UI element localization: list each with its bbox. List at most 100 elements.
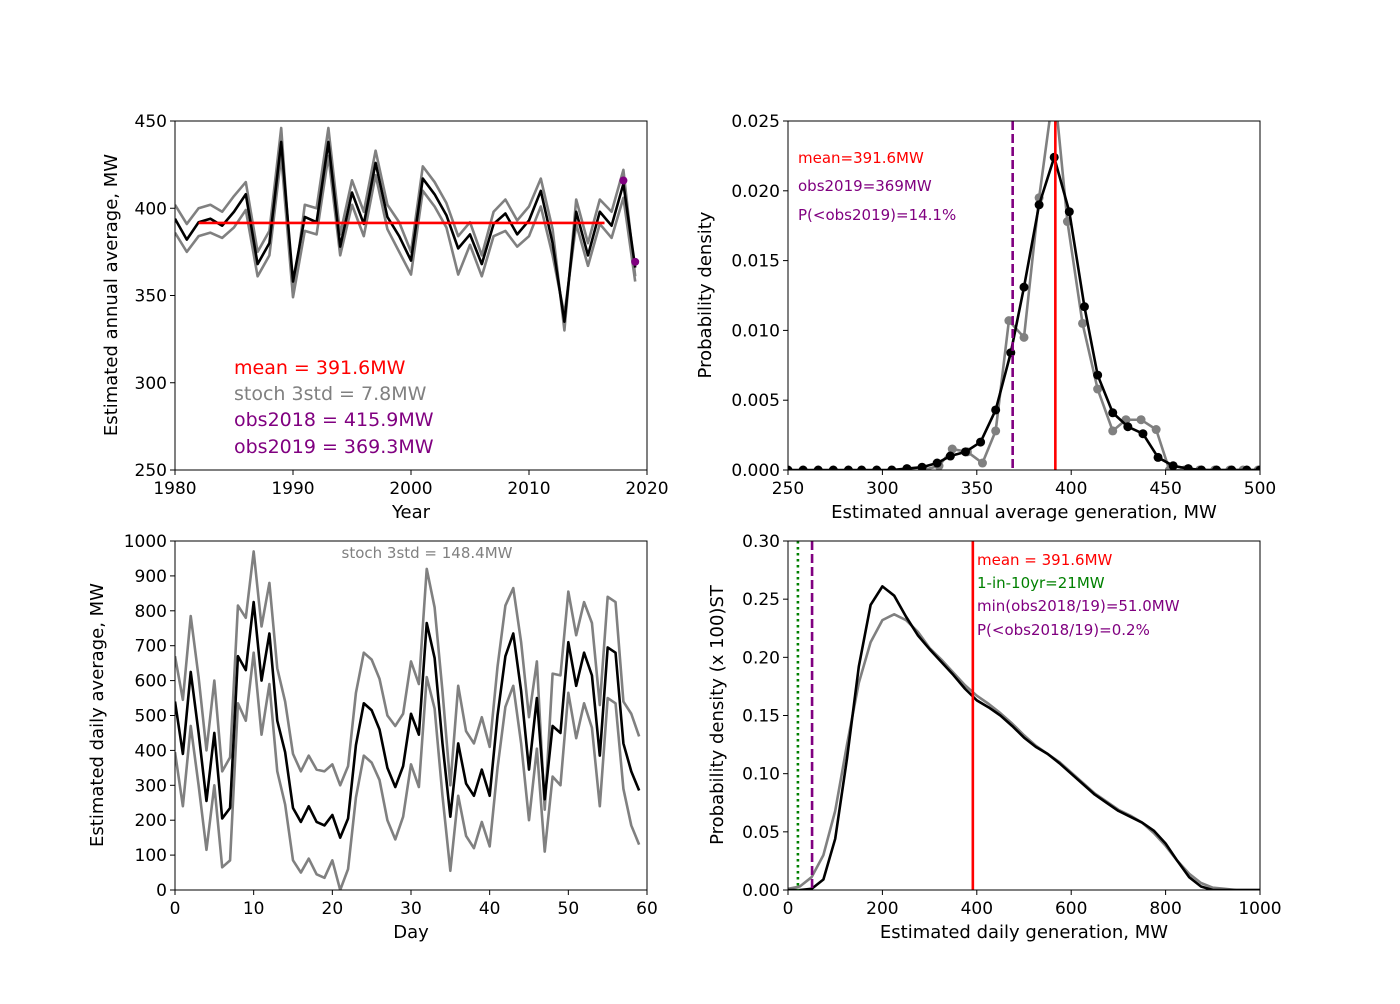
- density-marker-grey: [977, 458, 987, 468]
- ytick-label: 900: [135, 567, 167, 587]
- panel-annual-timeseries: 1980 1990 2000 2010 2020 250 300 350 400 450 Year…: [101, 112, 669, 523]
- density-marker-black: [887, 465, 897, 470]
- density-marker-black: [872, 465, 882, 470]
- ytick-label: 1000: [124, 532, 167, 552]
- xtick-label: 400: [961, 899, 993, 919]
- daily-annotation-stoch: stoch 3std = 148.4MW: [342, 544, 513, 562]
- xtick-label: 200: [866, 899, 898, 919]
- series-line-central: [175, 600, 641, 839]
- xtick-label: 400: [1055, 479, 1087, 499]
- ytick-label: 0.05: [742, 823, 780, 843]
- annual-density-plot-frame: [787, 120, 1261, 471]
- annual-xlabel: Year: [391, 502, 431, 523]
- density-marker-black: [1108, 408, 1118, 418]
- annual-ylabel: Estimated annual average, MW: [101, 154, 122, 436]
- density-marker-black: [917, 462, 927, 470]
- xtick-label: 30: [400, 899, 422, 919]
- ytick-label: 500: [135, 707, 167, 727]
- xtick-label: 2010: [507, 479, 550, 499]
- density-marker-grey: [1050, 82, 1059, 91]
- density-marker-black: [1123, 422, 1133, 432]
- daily-density-xlabel: Estimated daily generation, MW: [880, 922, 1168, 943]
- density-marker-grey: [1151, 425, 1161, 435]
- ytick-label: 300: [135, 374, 167, 394]
- xtick-label: 800: [1149, 899, 1181, 919]
- ytick-label: 0: [156, 881, 167, 901]
- daily-density-annotation-mean: mean = 391.6MW: [977, 551, 1113, 569]
- ytick-label: 400: [135, 741, 167, 761]
- annual-density-marks: [788, 82, 1260, 470]
- annual-density-ylabel: Probability density: [695, 211, 716, 378]
- daily-series-marks: [175, 550, 641, 890]
- density-marker-black: [1019, 282, 1029, 292]
- annual-density-annotation-mean: mean=391.6MW: [798, 149, 924, 167]
- xtick-label: 250: [772, 479, 804, 499]
- density-marker-black: [1093, 370, 1103, 380]
- annual-annotation-obs2019: obs2019 = 369.3MW: [234, 436, 434, 458]
- density-marker-black: [991, 405, 1001, 415]
- density-marker-grey: [1019, 332, 1029, 342]
- xtick-label: 0: [783, 899, 794, 919]
- density-marker-black: [1079, 302, 1089, 312]
- density-marker-black: [1183, 464, 1193, 470]
- daily-density-annotation-1in10: 1-in-10yr=21MW: [977, 574, 1105, 592]
- series-line-central: [175, 140, 637, 323]
- density-marker-black: [945, 451, 955, 461]
- annual-density-annotation-prob: P(<obs2019)=14.1%: [798, 206, 956, 224]
- annual-plot-frame: [174, 120, 648, 471]
- daily-density-annotation-prob: P(<obs2018/19)=0.2%: [977, 621, 1150, 639]
- ytick-label: 0.10: [742, 765, 780, 785]
- density-marker-grey: [1108, 426, 1118, 436]
- daily-axis-ticks: 0 10 20 30 40 50 60010020030040050060070080090…: [124, 532, 658, 919]
- daily-density-marks: [788, 541, 1260, 890]
- xtick-label: 0: [170, 899, 181, 919]
- annual-density-axis-ticks: 250 300 350 400 450 500 0.000 0.005 0.010 0.015 0.…: [731, 112, 1276, 499]
- density-marker-black: [857, 465, 867, 470]
- xtick-label: 1990: [271, 479, 314, 499]
- xtick-label: 50: [558, 899, 580, 919]
- density-marker-black: [902, 464, 912, 470]
- annual-annotation-obs2018: obs2018 = 415.9MW: [234, 409, 434, 431]
- observation-point: [619, 176, 628, 185]
- density-marker-grey: [1004, 316, 1014, 326]
- density-marker-black: [1196, 465, 1206, 470]
- annual-annotation-stoch: stoch 3std = 7.8MW: [234, 383, 427, 405]
- density-marker-black: [1212, 465, 1222, 470]
- density-marker-black: [843, 465, 853, 470]
- density-marker-grey: [1078, 318, 1088, 328]
- panel-daily-timeseries: 0 10 20 30 40 50 60010020030040050060070080090…: [87, 532, 658, 943]
- density-marker-black: [1168, 461, 1178, 470]
- ytick-label: 0.015: [731, 252, 780, 272]
- ytick-label: 350: [135, 287, 167, 307]
- series-line-lower: [175, 651, 641, 890]
- xtick-label: 20: [322, 899, 344, 919]
- density-marker-black: [1034, 200, 1044, 210]
- series-line-upper: [175, 550, 641, 812]
- density-marker-black: [1227, 465, 1237, 470]
- density-marker-grey: [1136, 415, 1146, 425]
- density-line-grey: [923, 121, 1259, 470]
- ytick-label: 700: [135, 637, 167, 657]
- xtick-label: 1000: [1238, 899, 1281, 919]
- ytick-label: 100: [135, 846, 167, 866]
- density-marker-black: [932, 458, 942, 468]
- density-marker-black: [976, 437, 986, 447]
- annual-density-xlabel: Estimated annual average generation, MW: [831, 502, 1217, 523]
- xtick-label: 2000: [389, 479, 432, 499]
- daily-plot-frame: [174, 540, 648, 891]
- ytick-label: 0.20: [742, 648, 780, 668]
- daily-density-ylabel: Probability density (x 100)ST: [707, 584, 728, 845]
- ytick-label: 300: [135, 776, 167, 796]
- ytick-label: 0.15: [742, 707, 780, 727]
- ytick-label: 800: [135, 602, 167, 622]
- ytick-label: 0.005: [731, 391, 780, 411]
- xtick-label: 2020: [625, 479, 668, 499]
- annual-annotation-mean: mean = 391.6MW: [234, 357, 406, 379]
- ytick-label: 450: [135, 112, 167, 132]
- xtick-label: 60: [636, 899, 658, 919]
- daily-ylabel: Estimated daily average, MW: [87, 583, 108, 847]
- density-marker-black: [1153, 452, 1163, 462]
- density-marker-black: [813, 465, 823, 470]
